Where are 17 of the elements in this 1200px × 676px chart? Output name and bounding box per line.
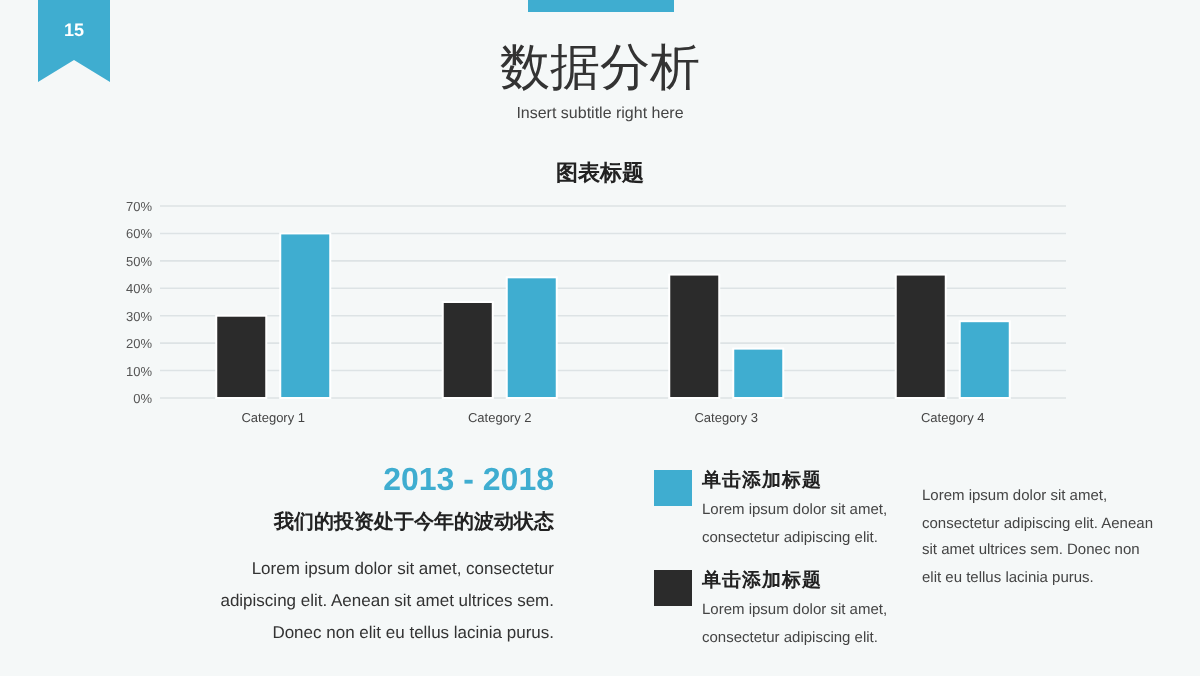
- bar: [279, 232, 332, 399]
- legend-label: 单击添加标题: [702, 468, 822, 494]
- bar: [958, 320, 1011, 399]
- bar: [505, 276, 558, 399]
- chart-title: 数据分析: [500, 40, 700, 96]
- text: Lorem ipsum dolor sit amet, consectetur adipiscing elit. Aenean sit amet ultrices sem. Donec non elit eu tellus lacinia purus.: [218, 556, 554, 646]
- bar: [441, 301, 494, 399]
- text: 2013 - 2018: [381, 464, 554, 500]
- text: 15: [63, 20, 85, 40]
- bar: [894, 273, 947, 399]
- legend-label: 单击添加标题: [702, 568, 822, 594]
- bar: [215, 314, 268, 399]
- chart-subtitle: Insert subtitle right here: [514, 104, 686, 122]
- bar: [732, 347, 785, 399]
- text: 图表标题: [554, 159, 646, 188]
- bar: [668, 273, 721, 399]
- text: 我们的投资处于今年的波动状态: [271, 509, 554, 536]
